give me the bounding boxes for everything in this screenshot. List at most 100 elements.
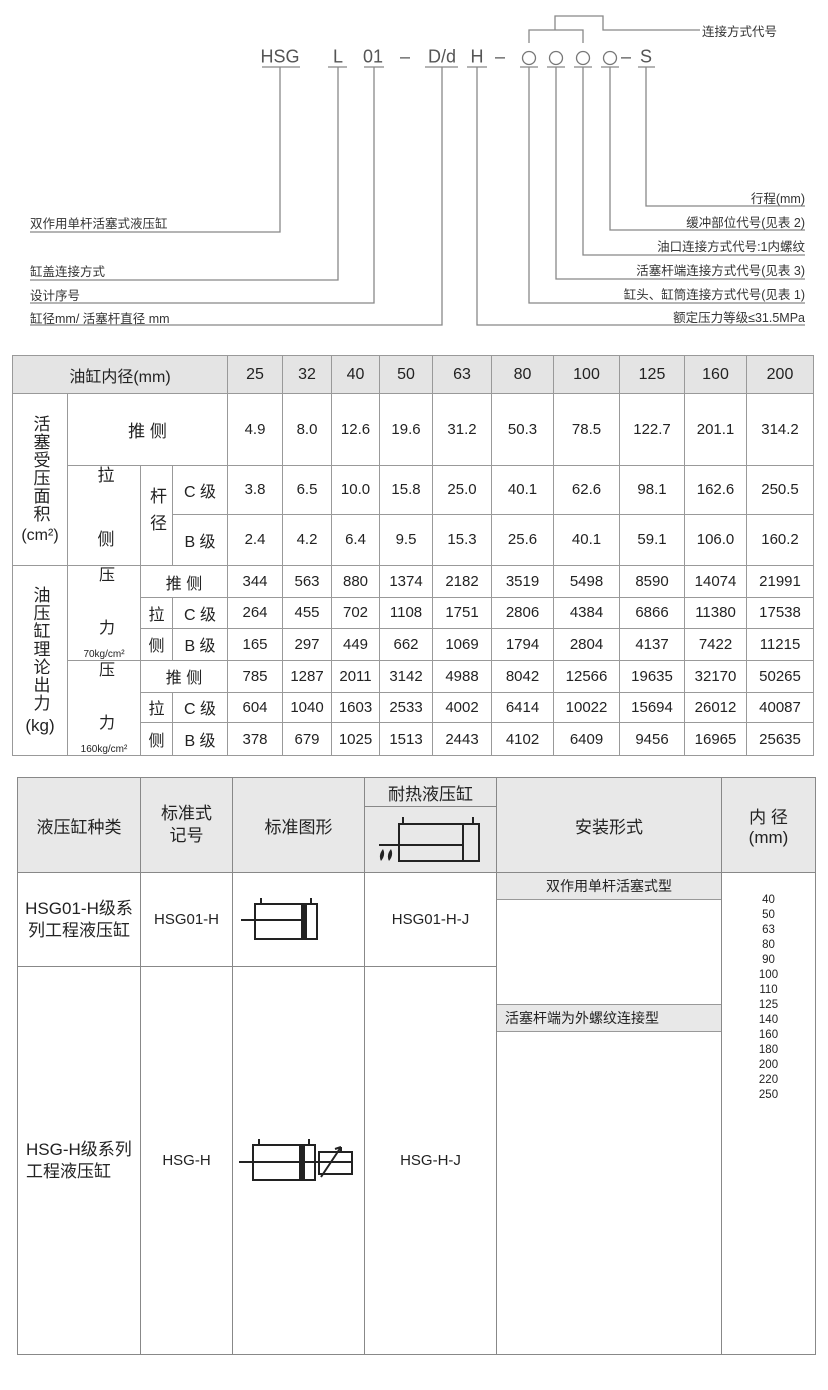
pull-side-label: 拉 侧 — [67, 465, 141, 566]
bore-header-cell: 200 — [746, 355, 815, 394]
bore-size: 220 — [758, 1074, 779, 1086]
value-cell: 50.3 — [491, 393, 555, 466]
value-cell: 662 — [379, 627, 434, 662]
force-label-cell: 油压缸理论出力 (kg) — [12, 565, 68, 756]
value-cell: 2533 — [379, 691, 434, 724]
value-cell: 162.6 — [684, 465, 748, 515]
value-cell: 314.2 — [746, 393, 815, 466]
model-std-code: HSG01-H — [140, 872, 233, 967]
mounting-type: 双作用单杆活塞式型 — [497, 873, 721, 900]
value-cell: 10022 — [553, 691, 621, 724]
value-cell: 6.5 — [282, 465, 333, 515]
left-label: 缸盖连接方式 — [30, 265, 106, 279]
code-bore: D/d — [427, 46, 457, 67]
cylinder-with-valve-icon — [238, 1138, 353, 1181]
c-grade-label: C 级 — [171, 597, 229, 629]
value-cell: 15.8 — [379, 465, 434, 515]
value-cell: 4002 — [432, 691, 493, 724]
value-cell: 122.7 — [619, 393, 686, 466]
pressure-70-value: 70kg/cm² — [83, 649, 125, 660]
pull-side-label: 侧 — [140, 722, 173, 756]
bore-header-cell: 100 — [553, 355, 621, 394]
value-cell: 11215 — [746, 627, 815, 662]
value-cell: 6.4 — [331, 513, 381, 567]
cylinder-models-table: 液压缸种类 标准式记号 标准图形 耐热液压缸 安装形式 内 径 (mm) HSG0… — [17, 777, 816, 1355]
value-cell: 40.1 — [491, 465, 555, 515]
value-cell: 78.5 — [553, 393, 621, 466]
value-cell: 8590 — [619, 564, 686, 599]
bore-size: 160 — [758, 1029, 779, 1041]
value-cell: 165 — [227, 627, 284, 662]
force-unit: (kg) — [25, 715, 55, 735]
value-cell: 17538 — [746, 597, 815, 629]
bore-header-cell: 32 — [282, 355, 333, 394]
model-heat-code: HSG-H-J — [364, 966, 497, 1355]
value-cell: 378 — [227, 722, 284, 756]
right-label: 行程(mm) — [750, 192, 805, 206]
models-header-row: 液压缸种类 标准式记号 标准图形 耐热液压缸 安装形式 内 径 (mm) — [17, 777, 816, 873]
cylinder-spec-table: 油缸内径(mm) 25 32 40 50 63 80 100 125 160 200 活塞受压面积… — [11, 355, 815, 756]
area-label: 活塞受压面积 — [30, 414, 50, 523]
pressure-label: 压 力 — [96, 566, 113, 646]
value-cell: 160.2 — [746, 513, 815, 567]
c-grade-label: C 级 — [171, 691, 229, 724]
value-cell: 4.2 — [282, 513, 333, 567]
pull-label: 拉 — [140, 691, 173, 724]
pull-side-label: 侧 — [140, 627, 173, 662]
code-serial: 01 — [362, 46, 384, 67]
bore-sizes-list: 40 50 63 80 90 100 110 125 140 160 180 200 220 250 — [722, 893, 815, 1103]
heat-resistant-symbol-cell — [364, 806, 497, 873]
value-cell: 14074 — [684, 564, 748, 599]
bore-size: 80 — [762, 939, 775, 951]
value-cell: 2011 — [331, 660, 381, 693]
value-cell: 32170 — [684, 660, 748, 693]
rod-diameter-label: 杆径 — [140, 465, 173, 566]
value-cell: 8.0 — [282, 393, 333, 466]
b-grade-label: B 级 — [171, 513, 229, 567]
flame-drops-icon — [379, 849, 392, 861]
header-bore-unit: (mm) — [748, 827, 789, 847]
value-cell: 40.1 — [553, 513, 621, 567]
value-cell: 12566 — [553, 660, 621, 693]
right-label: 活塞杆端连接方式代号(见表 3) — [636, 264, 805, 278]
pressure-160-value: 160kg/cm² — [80, 744, 128, 755]
mounting-type: 活塞杆端为外螺纹连接型 — [497, 1004, 721, 1032]
bore-size: 110 — [759, 984, 778, 996]
f70-push-row: 油压缸理论出力 (kg) 压 力 70kg/cm² 推 侧 344 563 880 137… — [12, 564, 815, 756]
value-cell: 1069 — [432, 627, 493, 662]
right-label: 额定压力等级≤31.5MPa — [673, 311, 805, 325]
value-cell: 8042 — [491, 660, 555, 693]
model-type: HSG-H级系列工程液压缸 — [17, 966, 141, 1355]
bore-header-row: 油缸内径(mm) 25 32 40 50 63 80 100 125 160 200 — [11, 355, 815, 394]
value-cell: 1040 — [282, 691, 333, 724]
value-cell: 2.4 — [227, 513, 284, 567]
value-cell: 25.0 — [432, 465, 493, 515]
header-type: 液压缸种类 — [17, 777, 141, 873]
pressure-70-cell: 压 力 70kg/cm² — [67, 565, 141, 661]
value-cell: 455 — [282, 597, 333, 629]
value-cell: 3519 — [491, 564, 555, 599]
bore-header-cell: 160 — [684, 355, 748, 394]
value-cell: 2182 — [432, 564, 493, 599]
pressure-160-cell: 压 力 160kg/cm² — [67, 660, 141, 756]
right-label: 缸头、缸筒连接方式代号(见表 1) — [623, 288, 805, 302]
value-cell: 9.5 — [379, 513, 434, 567]
model-row: HSG01-H级系列工程液压缸 HSG01-H HSG01-H-J 双作用单杆活… — [17, 872, 816, 1355]
code-stroke: S — [639, 46, 653, 67]
value-cell: 15.3 — [432, 513, 493, 567]
value-cell: 12.6 — [331, 393, 381, 466]
value-cell: 1287 — [282, 660, 333, 693]
value-cell: 5498 — [553, 564, 621, 599]
value-cell: 1108 — [379, 597, 434, 629]
value-cell: 98.1 — [619, 465, 686, 515]
designation-diagram-lines — [30, 15, 805, 326]
bore-size: 40 — [762, 894, 775, 906]
value-cell: 21991 — [746, 564, 815, 599]
value-cell: 6414 — [491, 691, 555, 724]
value-cell: 785 — [227, 660, 284, 693]
value-cell: 4.9 — [227, 393, 284, 466]
code-circles — [521, 50, 618, 66]
value-cell: 2443 — [432, 722, 493, 756]
c-grade-label: C 级 — [171, 465, 229, 515]
code-series: HSG — [260, 46, 300, 67]
